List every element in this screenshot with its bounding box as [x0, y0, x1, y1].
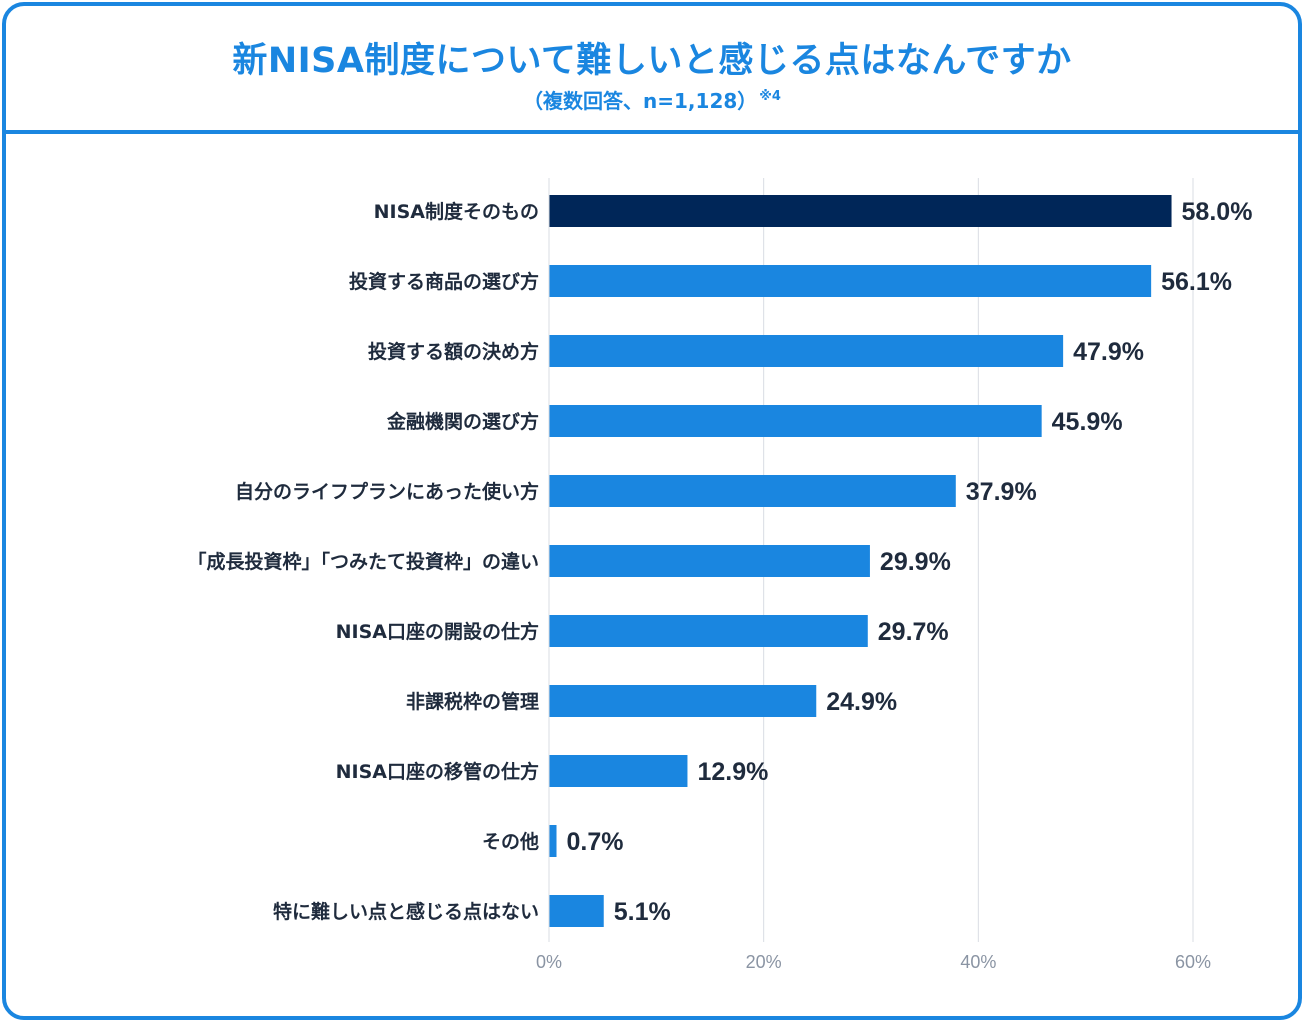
category-label-1: 投資する商品の選び方	[349, 270, 539, 293]
bar-8	[549, 755, 688, 787]
chart-header: 新NISA制度について難しいと感じる点はなんですか （複数回答、n=1,128）…	[6, 6, 1298, 134]
value-label-3: 45.9%	[1052, 408, 1123, 436]
value-label-5: 29.9%	[880, 548, 951, 576]
x-tick-label-40: 40%	[960, 952, 996, 972]
category-label-0: NISA制度そのもの	[374, 200, 539, 223]
value-label-10: 5.1%	[614, 898, 671, 926]
category-label-8: NISA口座の移管の仕方	[336, 760, 539, 783]
bar-4	[549, 475, 956, 507]
category-label-9: その他	[482, 830, 539, 853]
bar-10	[549, 895, 604, 927]
value-label-4: 37.9%	[966, 478, 1037, 506]
category-label-4: 自分のライフプランにあった使い方	[235, 480, 539, 503]
value-label-7: 24.9%	[826, 688, 897, 716]
bar-1	[549, 265, 1152, 297]
value-label-8: 12.9%	[697, 758, 768, 786]
category-label-3: 金融機関の選び方	[386, 410, 539, 433]
value-label-0: 58.0%	[1182, 198, 1253, 226]
chart-subtitle-text: （複数回答、n=1,128）	[523, 89, 758, 113]
x-tick-label-20: 20%	[746, 952, 782, 972]
bar-0	[549, 195, 1172, 227]
bar-3	[549, 405, 1042, 437]
category-label-5: 「成長投資枠」「つみたて投資枠」の違い	[187, 550, 539, 573]
x-tick-label-60: 60%	[1175, 952, 1211, 972]
bar-6	[549, 615, 868, 647]
category-label-7: 非課税枠の管理	[406, 690, 539, 713]
x-tick-label-0: 0%	[536, 952, 562, 972]
chart-title: 新NISA制度について難しいと感じる点はなんですか	[232, 41, 1072, 81]
bar-9	[549, 825, 557, 857]
chart-subtitle: （複数回答、n=1,128） ※4	[6, 85, 1298, 114]
value-label-9: 0.7%	[567, 828, 624, 856]
value-label-1: 56.1%	[1161, 268, 1232, 296]
value-label-6: 29.7%	[878, 618, 949, 646]
bar-2	[549, 335, 1064, 367]
bar-7	[549, 685, 817, 717]
category-label-2: 投資する額の決め方	[368, 340, 539, 363]
category-label-10: 特に難しい点と感じる点はない	[273, 900, 539, 923]
category-label-6: NISA口座の開設の仕方	[336, 620, 539, 643]
value-label-2: 47.9%	[1073, 338, 1144, 366]
chart-subtitle-note: ※4	[759, 89, 781, 105]
bar-5	[549, 545, 870, 577]
